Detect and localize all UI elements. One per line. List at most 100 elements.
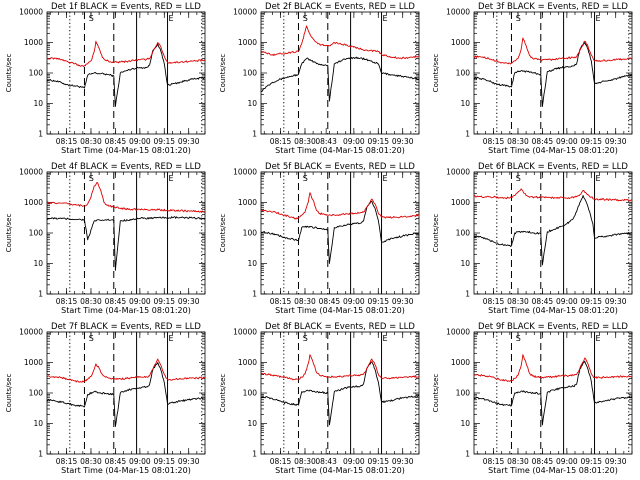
count-rate-series — [46, 40, 206, 68]
x-tick-label: 09:30 — [605, 457, 627, 466]
detector-panel: Det 4f BLACK = Events, RED = LLD 1 10 100 10… — [5, 162, 206, 315]
interval-marker: E — [169, 14, 174, 23]
x-axis-label: Start Time (04-Mar-15 08:01:20) — [61, 146, 191, 155]
y-tick-label: 10 — [33, 259, 43, 268]
y-tick-label: 1 — [252, 290, 257, 299]
x-axis-label: Start Time (04-Mar-15 08:01:20) — [61, 466, 191, 475]
count-rate-series — [46, 182, 206, 213]
interval-marker: S — [516, 174, 521, 183]
panel-title: Det 2f BLACK = Events, RED = LLD — [265, 2, 415, 12]
y-tick-label: 1 — [465, 290, 470, 299]
x-tick-label: 09:30 — [178, 457, 200, 466]
y-tick-label: 1 — [252, 130, 257, 139]
interval-marker: S — [516, 14, 521, 23]
detector-panel: Det 7f BLACK = Events, RED = LLD 1 10 100 10… — [5, 322, 206, 475]
y-axis-label: Counts/sec — [219, 214, 227, 253]
x-tick-label: 09:00 — [556, 297, 578, 306]
panel-title: Det 9f BLACK = Events, RED = LLD — [478, 322, 628, 332]
interval-marker: S — [516, 334, 521, 343]
panel-title: Det 5f BLACK = Events, RED = LLD — [265, 162, 415, 172]
count-rate-series — [46, 362, 206, 427]
x-tick-label: 08:30 — [507, 297, 529, 306]
x-tick-label: 08:15 — [483, 137, 505, 146]
x-tick-label: 09:00 — [129, 297, 151, 306]
y-tick-label: 1000 — [451, 38, 470, 47]
x-tick-label: 08:15 — [56, 137, 78, 146]
y-tick-label: 1 — [38, 450, 43, 459]
x-axis-label: Start Time (04-Mar-15 08:01:20) — [488, 466, 618, 475]
interval-marker: E — [596, 174, 601, 183]
x-tick-label: 09:00 — [556, 137, 578, 146]
x-axis-label: Start Time (04-Mar-15 08:01:20) — [488, 306, 618, 315]
interval-marker: E — [383, 14, 388, 23]
x-tick-label: 09:00 — [343, 457, 365, 466]
y-tick-label: 10 — [247, 259, 257, 268]
detector-panel: Det 1f BLACK = Events, RED = LLD 1 10 100 10… — [5, 2, 206, 155]
x-tick-label: 08:30 — [507, 457, 529, 466]
plot-frame — [260, 11, 420, 135]
y-tick-label: 1 — [38, 290, 43, 299]
x-tick-label: 08:30 — [80, 137, 102, 146]
x-tick-label: 08:15 — [270, 457, 292, 466]
y-tick-label: 1 — [252, 450, 257, 459]
y-tick-label: 10000 — [233, 8, 257, 17]
y-tick-label: 1000 — [238, 198, 257, 207]
x-tick-label: 09:00 — [343, 137, 365, 146]
y-tick-label: 10000 — [19, 328, 43, 337]
detector-panel: Det 6f BLACK = Events, RED = LLD 1 10 100 10… — [432, 162, 633, 315]
panel-title: Det 8f BLACK = Events, RED = LLD — [265, 322, 415, 332]
x-axis-label: Start Time (04-Mar-15 08:01:20) — [275, 466, 405, 475]
detector-panel: Det 5f BLACK = Events, RED = LLD 1 10 100 10… — [219, 162, 420, 315]
x-tick-label: 08:30 — [80, 457, 102, 466]
count-rate-series — [260, 192, 420, 220]
y-tick-label: 1000 — [451, 198, 470, 207]
y-tick-label: 100 — [243, 69, 258, 78]
x-tick-label: 09:15 — [153, 137, 175, 146]
count-rate-series — [47, 358, 206, 383]
y-tick-label: 100 — [243, 229, 258, 238]
y-tick-label: 100 — [456, 69, 471, 78]
y-tick-label: 100 — [456, 389, 471, 398]
x-axis-label: Start Time (04-Mar-15 08:01:20) — [61, 306, 191, 315]
count-rate-series — [46, 43, 206, 107]
count-rate-series — [473, 42, 632, 107]
interval-marker: S — [303, 334, 308, 343]
x-tick-label: 08:45 — [532, 297, 554, 306]
x-tick-label: 08:45 — [532, 457, 554, 466]
x-tick-label: 08:30 — [80, 297, 102, 306]
x-tick-label: 09:30 — [605, 137, 627, 146]
interval-marker: E — [169, 334, 174, 343]
x-tick-label: 08:30 — [507, 137, 529, 146]
y-tick-label: 10 — [460, 99, 470, 108]
count-rate-series — [473, 354, 633, 382]
x-tick-label: 09:15 — [153, 297, 175, 306]
x-tick-label: 09:15 — [580, 137, 602, 146]
plot-frame — [46, 171, 206, 295]
detector-panel: Det 8f BLACK = Events, RED = LLD 1 10 100 10… — [219, 322, 420, 475]
y-tick-label: 10 — [460, 419, 470, 428]
y-tick-label: 10 — [460, 259, 470, 268]
x-tick-label: 08:15 — [270, 137, 292, 146]
y-axis-label: Counts/sec — [432, 54, 440, 93]
y-tick-label: 10 — [247, 419, 257, 428]
x-tick-label: 08:15 — [270, 297, 292, 306]
x-tick-label: 09:30 — [605, 297, 627, 306]
count-rate-series — [260, 25, 420, 60]
x-tick-label: 08:45 — [105, 457, 127, 466]
y-axis-label: Counts/sec — [5, 214, 13, 253]
x-tick-label: 08:43 — [315, 457, 337, 466]
y-tick-label: 10 — [247, 99, 257, 108]
count-rate-series — [260, 361, 420, 426]
y-tick-label: 1000 — [238, 358, 257, 367]
x-tick-label: 08:15 — [56, 297, 78, 306]
x-tick-label: 08:30 — [294, 457, 316, 466]
x-tick-label: 09:30 — [178, 137, 200, 146]
y-tick-label: 1 — [465, 450, 470, 459]
x-tick-label: 09:30 — [392, 297, 414, 306]
interval-marker: E — [596, 14, 601, 23]
count-rate-series — [473, 188, 633, 202]
plot-frame — [260, 331, 420, 455]
x-tick-label: 09:00 — [343, 297, 365, 306]
panel-title: Det 3f BLACK = Events, RED = LLD — [478, 2, 628, 12]
interval-marker: S — [89, 174, 94, 183]
